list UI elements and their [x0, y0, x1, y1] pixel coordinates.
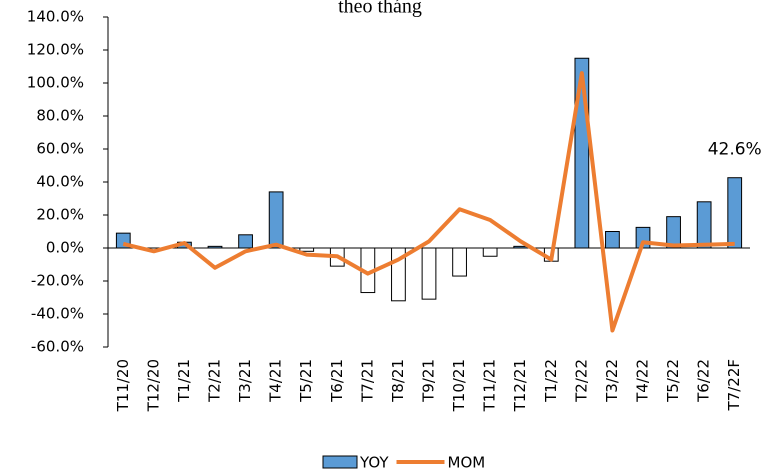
bar	[238, 234, 253, 249]
x-tick-label: T3/22	[603, 359, 621, 403]
x-tick-label: T3/21	[236, 359, 254, 403]
x-tick-label: T7/22F	[725, 359, 743, 411]
bar	[482, 247, 498, 257]
data-label: 42.6%	[708, 140, 762, 160]
x-tick-label: T5/22	[664, 359, 682, 403]
legend-label: YOY	[359, 454, 389, 472]
x-tick-label: T1/21	[175, 359, 193, 403]
bar	[666, 216, 681, 249]
x-tick-label: T11/20	[114, 359, 132, 412]
x-tick-label: T8/21	[389, 359, 407, 403]
y-tick-label: -40.0%	[31, 305, 84, 323]
x-tick-label: T9/21	[420, 359, 438, 403]
y-tick-label: 60.0%	[36, 140, 84, 158]
chart-title: theo tháng	[338, 0, 422, 18]
bar	[696, 201, 712, 249]
x-tick-label: T4/22	[634, 359, 652, 403]
bar	[513, 245, 529, 249]
y-tick-label: 80.0%	[36, 107, 84, 125]
x-tick-label: T11/21	[481, 359, 499, 412]
bar	[268, 191, 284, 249]
bar	[605, 231, 620, 249]
bar	[421, 247, 437, 300]
y-tick-label: 0.0%	[46, 239, 84, 257]
x-tick-label: T1/22	[542, 359, 560, 403]
legend-swatch	[322, 455, 358, 469]
x-tick-label: T10/21	[450, 359, 468, 412]
y-tick-label: -20.0%	[31, 272, 84, 290]
x-tick-label: T7/21	[358, 359, 376, 403]
x-tick-label: T12/21	[511, 359, 529, 412]
x-tick-label: T5/21	[297, 359, 315, 403]
legend-label: MOM	[448, 454, 486, 472]
y-tick-label: 120.0%	[27, 41, 84, 59]
bar	[207, 245, 223, 249]
y-tick-label: 140.0%	[27, 8, 84, 26]
line	[122, 71, 735, 333]
x-tick-label: T12/20	[144, 359, 162, 412]
y-tick-label: 100.0%	[27, 74, 84, 92]
x-tick-label: T4/21	[267, 359, 285, 403]
y-tick-label: 40.0%	[36, 173, 84, 191]
y-tick-label: 20.0%	[36, 206, 84, 224]
bar	[299, 247, 315, 252]
bar	[452, 247, 467, 277]
x-tick-label: T6/21	[328, 359, 346, 403]
y-tick-label: -60.0%	[31, 338, 84, 356]
bar	[727, 177, 743, 249]
x-tick-label: T6/22	[695, 359, 713, 403]
x-tick-label: T2/22	[572, 359, 590, 403]
x-tick-label: T2/21	[206, 359, 224, 403]
